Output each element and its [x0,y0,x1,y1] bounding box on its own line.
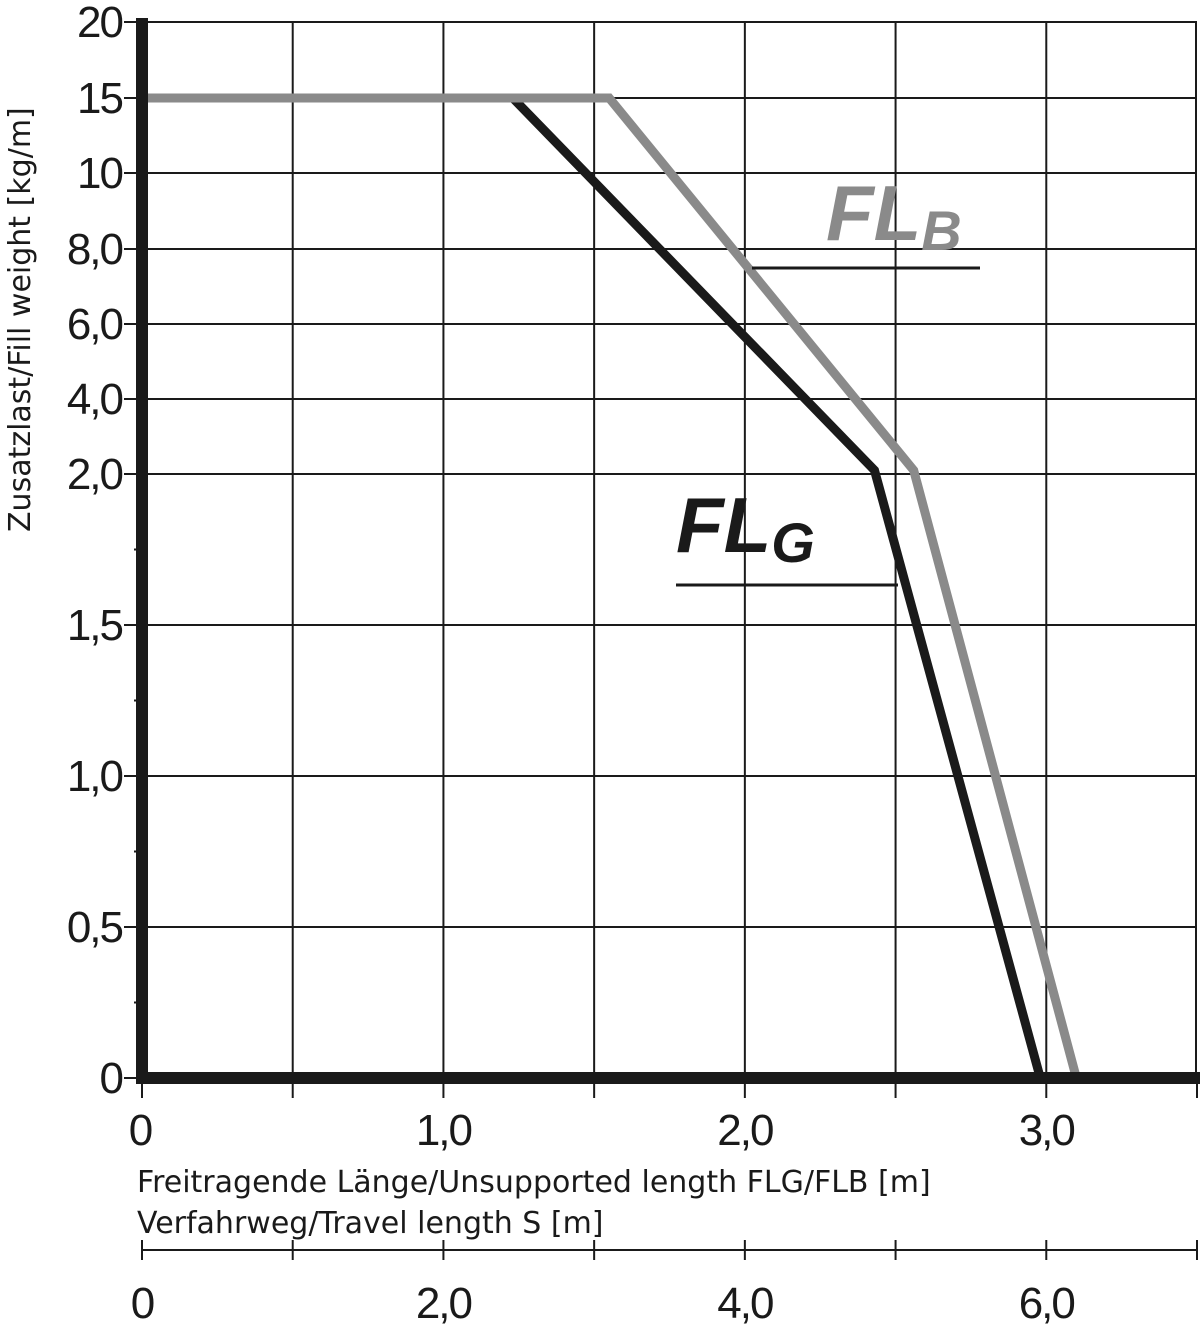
x2-tick-label: 4,0 [717,1279,773,1328]
x-axis-title: Freitragende Länge/Unsupported length FL… [137,1165,931,1200]
y-tick-label: 2,0 [67,450,123,499]
series-label-flg: FLG [676,481,815,574]
frame-layer [124,18,1200,1260]
grid-layer [142,21,1197,1078]
y-tick-label: 6,0 [67,300,123,349]
y-tick-label: 0,5 [67,903,123,952]
x2-tick-label: 0 [131,1279,154,1328]
series-label-flb: FLB [826,169,962,262]
series-label-subscript: B [921,199,961,262]
x-tick-label: 2,0 [717,1106,773,1155]
labels-layer: 0 0,5 1,0 1,5 2,0 4,0 6,0 8,0 10 15 20 0 1,0 2,0 3,0 0 2… [67,0,1077,1328]
x2-axis-title: Verfahrweg/Travel length S [m] [137,1206,604,1241]
y-tick-label: 0 [100,1054,123,1103]
series-label-main: FL [676,481,771,569]
x2-tick-label: 2,0 [416,1279,472,1328]
y-tick-label: 20 [77,0,122,47]
y-tick-label: 1,5 [67,601,123,650]
series-label-main: FL [826,169,921,257]
series-label-subscript: G [771,511,815,574]
x-tick-label: 1,0 [416,1106,472,1155]
series-layer [142,93,1081,1080]
y-tick-label: 8,0 [67,225,123,274]
x-tick-label: 3,0 [1019,1106,1075,1155]
y-tick-label: 1,0 [67,752,123,801]
y-axis-title: Zusatzlast/Fill weight [kg/m] [3,107,38,532]
series-line-flb [142,93,1081,1080]
y-tick-label: 10 [77,149,122,198]
x-tick-label: 0 [129,1106,152,1155]
y-tick-label: 15 [77,74,122,123]
y-tick-label: 4,0 [67,375,123,424]
x2-tick-label: 6,0 [1019,1279,1075,1328]
